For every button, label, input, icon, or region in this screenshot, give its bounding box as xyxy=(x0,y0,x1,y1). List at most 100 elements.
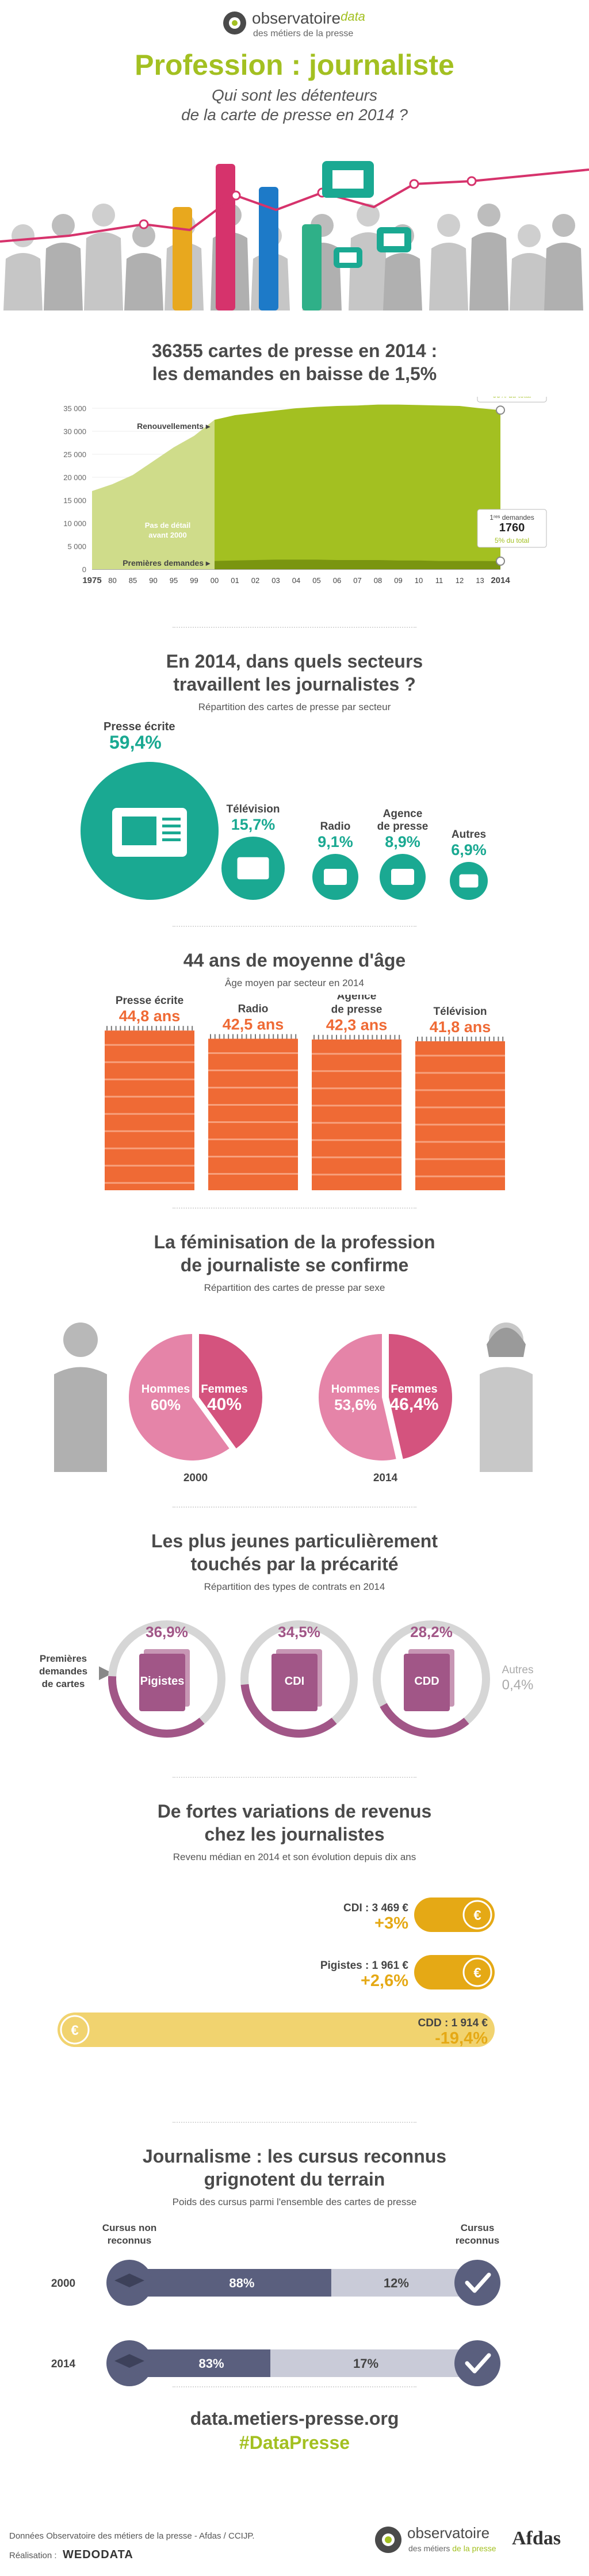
realisation-label: Réalisation : xyxy=(9,2551,57,2560)
x-tick-label: 12 xyxy=(456,576,464,585)
income-bar xyxy=(58,2012,495,2047)
header-logo: observatoiredata des métiers de la press… xyxy=(222,7,372,41)
contract-label: CDD xyxy=(414,1675,439,1688)
sectors-title-2: travaillent les journalistes ? xyxy=(173,674,416,695)
cursus-chart: Cursus non reconnus Cursus reconnus 2000 88% 1… xyxy=(51,2222,500,2386)
hero-bar xyxy=(216,164,235,310)
hero-bar xyxy=(302,224,322,310)
renewals-label: Renouvellements ▸ xyxy=(137,421,211,431)
newspaper-icon-line xyxy=(162,831,181,834)
person-head xyxy=(357,204,380,227)
x-tick-label: 2014 xyxy=(491,576,510,585)
other-label: Autres xyxy=(502,1664,534,1676)
right-head: Cursus xyxy=(461,2222,495,2233)
section-age: 44 ans de moyenne d'âge Âge moyen par se… xyxy=(0,943,589,1202)
euro-coin-icon xyxy=(462,1957,492,1987)
sector-label: Agence xyxy=(383,808,423,820)
check-icon xyxy=(465,2353,491,2374)
gender-subtitle: Répartition des cartes de presse par sex… xyxy=(204,1282,385,1293)
men-slice xyxy=(129,1334,230,1460)
euro-coin-symbol: € xyxy=(71,2023,78,2038)
age-bar-body xyxy=(208,1038,298,1190)
x-tick-label: 02 xyxy=(251,576,259,585)
x-tick-label: 11 xyxy=(435,576,443,585)
renew-callout-text: 95% du total xyxy=(493,397,531,399)
cursus-subtitle: Poids des cursus parmi l'ensemble des ca… xyxy=(172,2196,417,2207)
cursus-non-value: 83% xyxy=(198,2356,224,2371)
sector-label: Presse écrite xyxy=(104,720,175,733)
first-callout-text: 1ʳᵉˢ demandes xyxy=(489,513,534,522)
x-tick-label: 95 xyxy=(170,576,178,585)
men-value: 60% xyxy=(151,1396,181,1413)
person-silhouette xyxy=(510,224,549,310)
age-bar xyxy=(415,1036,505,1190)
person-body xyxy=(44,243,83,310)
income-chart: € CDI : 3 469 €+3% € Pigistes : 1 961 €+2,6… xyxy=(58,1897,495,2048)
age-label: Radio xyxy=(238,1003,269,1015)
footer-hashtag[interactable]: #DataPresse xyxy=(239,2432,350,2453)
renew-callout-box xyxy=(477,397,547,402)
age-value: 42,5 ans xyxy=(223,1016,284,1033)
footer-realisation: Réalisation : WEDODATA xyxy=(9,2548,133,2562)
x-tick-label: 09 xyxy=(394,576,402,585)
document-icon xyxy=(404,1654,450,1711)
first-callout-text: 1760 xyxy=(499,522,525,534)
y-tick-label: 25 000 xyxy=(63,450,86,459)
y-tick-label: 0 xyxy=(82,565,86,574)
x-tick-label: 07 xyxy=(353,576,361,585)
person-silhouette xyxy=(429,214,468,310)
renew-callout: Renouvellements34 59595% du total xyxy=(477,397,547,402)
footer-url[interactable]: data.metiers-presse.org xyxy=(190,2408,399,2429)
divider xyxy=(173,926,416,927)
x-tick-label: 85 xyxy=(129,576,137,585)
age-bar-body xyxy=(312,1039,401,1190)
cursus-title-1: Journalisme : les cursus reconnus xyxy=(142,2146,447,2167)
woman-figure xyxy=(480,1322,533,1472)
contract-value: 28,2% xyxy=(410,1623,453,1640)
renewals-area-pre2000 xyxy=(92,420,215,569)
man-figure xyxy=(54,1322,107,1472)
sector-icon xyxy=(324,869,347,885)
x-tick-label: 10 xyxy=(415,576,423,585)
contract-label: CDI xyxy=(285,1675,304,1688)
footer: data.metiers-presse.org #DataPresse Donn… xyxy=(0,2398,589,2576)
person-silhouette xyxy=(3,224,43,310)
person-head xyxy=(52,214,75,237)
divider xyxy=(173,2122,416,2123)
contract-label: Pigistes xyxy=(140,1675,185,1688)
women-label: Femmes xyxy=(391,1383,437,1396)
sector-value: 59,4% xyxy=(109,732,162,753)
person-silhouette xyxy=(44,214,83,310)
gender-chart: Hommes60%Femmes40%2000Hommes53,6%Femmes4… xyxy=(54,1322,533,1484)
x-tick-label: 01 xyxy=(231,576,239,585)
first-demands-area xyxy=(215,559,500,569)
x-tick-label: 80 xyxy=(108,576,116,585)
section-income: De fortes variations de revenus chez les… xyxy=(0,1794,589,2116)
contract-value: 34,5% xyxy=(278,1623,320,1640)
income-bar xyxy=(414,1955,495,1989)
first-callout-text: 5% du total xyxy=(495,536,529,545)
section-sectors: En 2014, dans quels secteurs travaillent… xyxy=(0,644,589,920)
arrow-icon xyxy=(99,1666,113,1680)
person-body xyxy=(84,232,123,310)
divider xyxy=(173,627,416,628)
age-label: Télévision xyxy=(434,1006,487,1018)
age-bar-body xyxy=(105,1030,194,1190)
x-tick-label: 08 xyxy=(374,576,382,585)
divider xyxy=(173,1506,416,1508)
first-end-point xyxy=(496,556,505,566)
divider xyxy=(173,2386,416,2387)
x-tick-label: 06 xyxy=(333,576,341,585)
header: observatoiredata des métiers de la press… xyxy=(0,0,589,322)
newspaper-icon-line xyxy=(162,838,181,841)
year-label: 2000 xyxy=(51,2278,75,2290)
age-bar xyxy=(312,1034,401,1190)
renewals-area xyxy=(215,404,500,569)
footer-source: Données Observatoire des métiers de la p… xyxy=(9,2531,255,2541)
cursus-bar-non xyxy=(129,2269,331,2297)
year-label: 2014 xyxy=(373,1472,398,1484)
newspaper-icon-line xyxy=(162,818,181,821)
figure-head xyxy=(63,1322,98,1357)
sector-icon xyxy=(237,857,269,880)
